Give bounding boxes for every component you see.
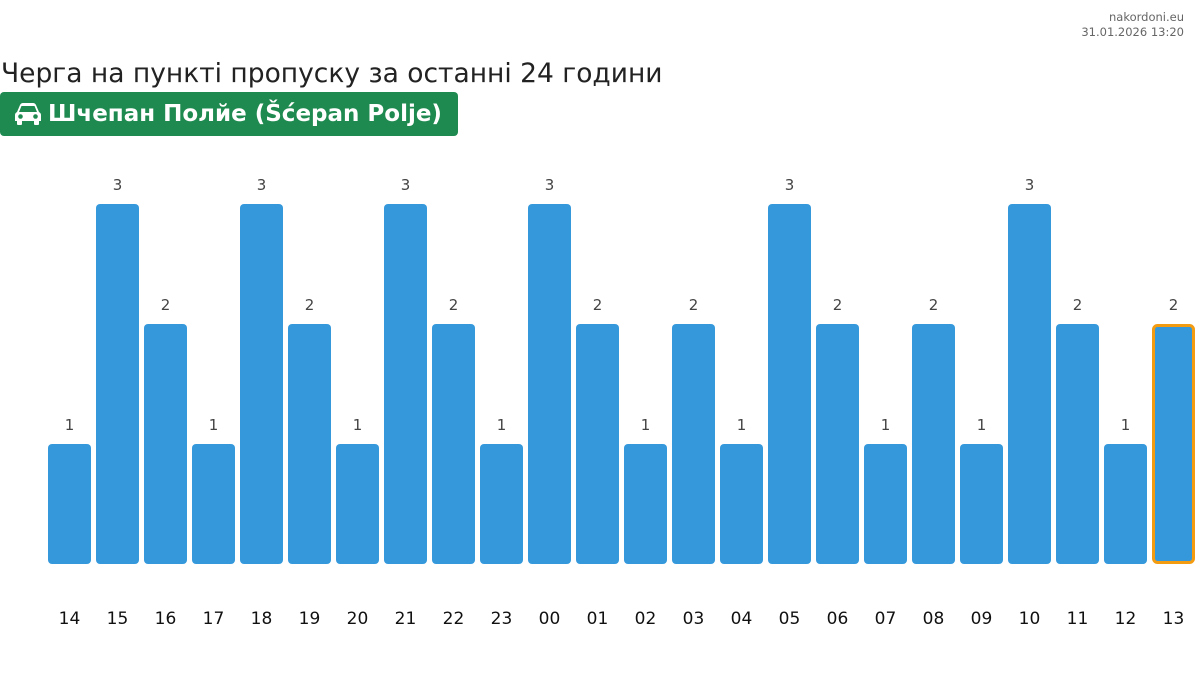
- car-icon: [14, 102, 42, 126]
- bar-15: [96, 204, 139, 564]
- data-label-09: 1: [977, 416, 987, 434]
- page-title: Черга на пункті пропуску за останні 24 г…: [1, 58, 663, 89]
- data-label-15: 3: [113, 176, 123, 194]
- x-tick-label-20: 20: [347, 609, 369, 629]
- x-tick-label-14: 14: [59, 609, 81, 629]
- data-label-11: 2: [1073, 296, 1083, 314]
- data-label-19: 2: [305, 296, 315, 314]
- data-label-18: 3: [257, 176, 267, 194]
- data-label-23: 1: [497, 416, 507, 434]
- data-label-17: 1: [209, 416, 219, 434]
- bar-01: [576, 324, 619, 564]
- bar-23: [480, 444, 523, 564]
- bar-07: [864, 444, 907, 564]
- data-label-21: 3: [401, 176, 411, 194]
- x-tick-label-05: 05: [779, 609, 801, 629]
- data-label-04: 1: [737, 416, 747, 434]
- bar-00: [528, 204, 571, 564]
- data-label-02: 1: [641, 416, 651, 434]
- bar-22: [432, 324, 475, 564]
- x-tick-label-22: 22: [443, 609, 465, 629]
- bar-21: [384, 204, 427, 564]
- x-tick-label-21: 21: [395, 609, 417, 629]
- bar-17: [192, 444, 235, 564]
- bar-14: [48, 444, 91, 564]
- source-site[interactable]: nakordoni.eu: [1109, 10, 1184, 24]
- bar-06: [816, 324, 859, 564]
- x-tick-label-19: 19: [299, 609, 321, 629]
- x-tick-label-11: 11: [1067, 609, 1089, 629]
- source-info: nakordoni.eu 31.01.2026 13:20: [1081, 10, 1184, 40]
- bar-13: [1152, 324, 1195, 564]
- bar-18: [240, 204, 283, 564]
- x-tick-label-04: 04: [731, 609, 753, 629]
- data-label-10: 3: [1025, 176, 1035, 194]
- x-tick-label-15: 15: [107, 609, 129, 629]
- data-label-13: 2: [1169, 296, 1179, 314]
- data-label-12: 1: [1121, 416, 1131, 434]
- x-tick-label-18: 18: [251, 609, 273, 629]
- bar-10: [1008, 204, 1051, 564]
- data-label-07: 1: [881, 416, 891, 434]
- data-label-00: 3: [545, 176, 555, 194]
- data-label-22: 2: [449, 296, 459, 314]
- bar-03: [672, 324, 715, 564]
- data-label-05: 3: [785, 176, 795, 194]
- x-tick-label-06: 06: [827, 609, 849, 629]
- x-tick-label-17: 17: [203, 609, 225, 629]
- x-tick-label-13: 13: [1163, 609, 1185, 629]
- bar-16: [144, 324, 187, 564]
- x-tick-label-16: 16: [155, 609, 177, 629]
- bar-19: [288, 324, 331, 564]
- data-label-20: 1: [353, 416, 363, 434]
- bar-09: [960, 444, 1003, 564]
- data-label-06: 2: [833, 296, 843, 314]
- bar-12: [1104, 444, 1147, 564]
- x-tick-label-03: 03: [683, 609, 705, 629]
- data-label-03: 2: [689, 296, 699, 314]
- source-timestamp: 31.01.2026 13:20: [1081, 25, 1184, 39]
- data-label-16: 2: [161, 296, 171, 314]
- data-label-14: 1: [65, 416, 75, 434]
- x-tick-label-00: 00: [539, 609, 561, 629]
- x-tick-label-07: 07: [875, 609, 897, 629]
- data-label-08: 2: [929, 296, 939, 314]
- x-tick-label-09: 09: [971, 609, 993, 629]
- checkpoint-name: Шчепан Полйе (Šćepan Polje): [48, 101, 442, 127]
- bar-20: [336, 444, 379, 564]
- bar-11: [1056, 324, 1099, 564]
- bar-05: [768, 204, 811, 564]
- bar-08: [912, 324, 955, 564]
- bar-02: [624, 444, 667, 564]
- bar-04: [720, 444, 763, 564]
- x-tick-label-23: 23: [491, 609, 513, 629]
- x-tick-label-10: 10: [1019, 609, 1041, 629]
- x-tick-label-01: 01: [587, 609, 609, 629]
- x-tick-label-02: 02: [635, 609, 657, 629]
- x-tick-label-12: 12: [1115, 609, 1137, 629]
- checkpoint-badge: Шчепан Полйе (Šćepan Polje): [0, 92, 458, 136]
- data-label-01: 2: [593, 296, 603, 314]
- x-tick-label-08: 08: [923, 609, 945, 629]
